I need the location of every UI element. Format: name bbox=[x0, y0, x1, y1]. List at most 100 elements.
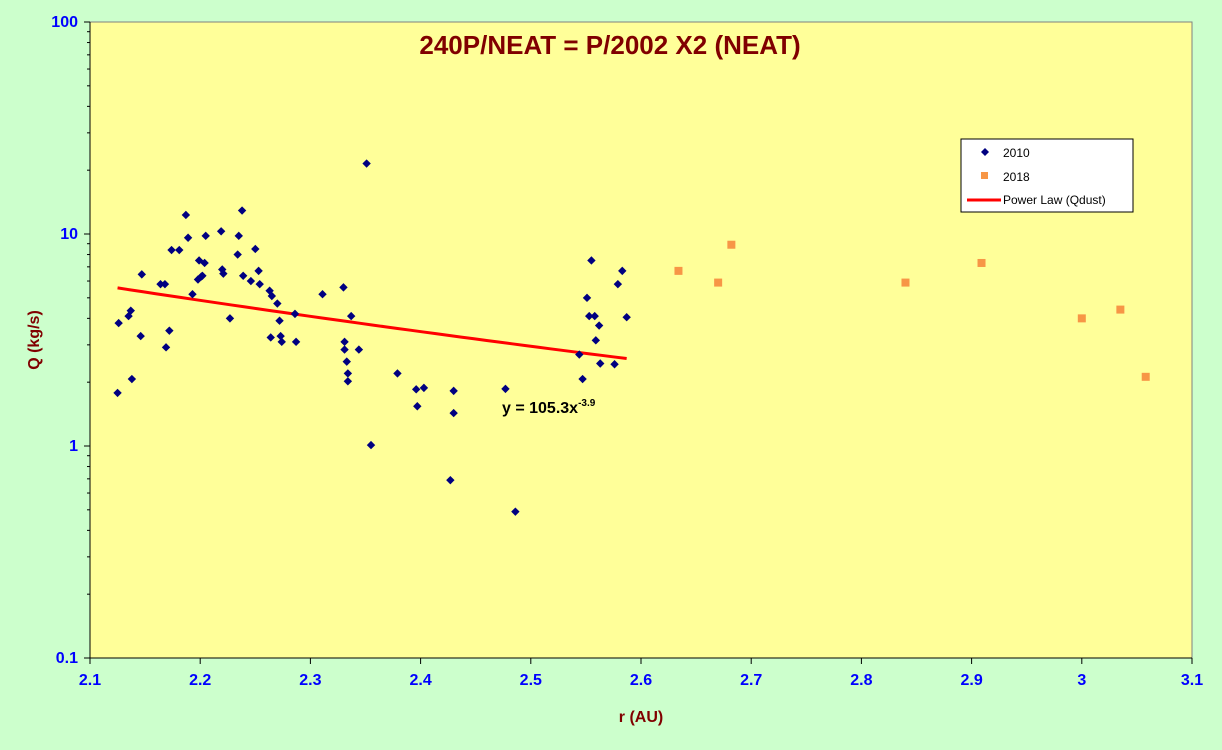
point-2010 bbox=[156, 279, 165, 289]
point-2010 bbox=[366, 440, 376, 450]
point-2010 bbox=[200, 258, 209, 268]
x-tick-labels: 2.1 2.2 2.3 2.4 2.5 2.6 2.7 2.8 2.9 3 3.1 bbox=[79, 672, 1203, 689]
point-2010 bbox=[183, 233, 193, 242]
point-2010 bbox=[254, 266, 263, 276]
point-2010 bbox=[273, 299, 282, 308]
point-2010 bbox=[181, 210, 191, 220]
point-2010 bbox=[234, 231, 243, 241]
point-2010 bbox=[511, 507, 520, 516]
point-2010 bbox=[501, 384, 510, 394]
point-2010 bbox=[165, 326, 174, 335]
x-tick-label: 2.5 bbox=[520, 672, 542, 689]
point-2010 bbox=[127, 374, 137, 384]
point-2010 bbox=[137, 270, 146, 279]
point-2018 bbox=[714, 278, 723, 287]
point-2010 bbox=[587, 256, 596, 265]
point-2010 bbox=[340, 337, 349, 347]
point-2018 bbox=[977, 258, 986, 267]
point-2010 bbox=[594, 321, 604, 330]
y-tick-label: 100 bbox=[51, 14, 78, 31]
legend: 2010 2018 Power Law (Qdust) bbox=[960, 138, 1134, 213]
point-2018 bbox=[901, 278, 910, 287]
point-2010 bbox=[136, 331, 145, 341]
y-tick-label: 1 bbox=[69, 438, 78, 455]
trendline-group bbox=[117, 286, 627, 361]
point-2010 bbox=[393, 369, 402, 378]
x-tick-label: 2.8 bbox=[850, 672, 872, 689]
trendline-equation-exponent: -3.9 bbox=[578, 398, 596, 409]
point-2010 bbox=[591, 336, 601, 345]
trendline-equation: y = 105.3x-3.9 bbox=[502, 398, 596, 417]
x-axis-title: r (AU) bbox=[619, 709, 663, 726]
point-2010 bbox=[277, 337, 286, 347]
point-2010 bbox=[362, 159, 371, 168]
point-2010 bbox=[613, 279, 623, 289]
point-2010 bbox=[343, 369, 353, 378]
point-2010 bbox=[266, 333, 275, 342]
trendline-equation-base: y = 105.3x bbox=[502, 400, 578, 417]
point-2010 bbox=[290, 309, 300, 319]
point-2010 bbox=[276, 331, 285, 341]
x-tick-label: 3 bbox=[1077, 672, 1086, 689]
legend-box bbox=[960, 138, 1134, 213]
point-2010 bbox=[449, 408, 458, 418]
x-tick-label: 2.3 bbox=[299, 672, 321, 689]
point-2010 bbox=[354, 345, 364, 354]
point-2010 bbox=[578, 374, 587, 384]
point-2010 bbox=[237, 206, 247, 215]
point-2010 bbox=[318, 290, 327, 299]
data-points bbox=[113, 159, 1150, 516]
point-2010 bbox=[160, 279, 170, 289]
point-2010 bbox=[201, 231, 210, 241]
legend-label-power-law: Power Law (Qdust) bbox=[1003, 193, 1106, 207]
plot-area bbox=[89, 21, 1193, 659]
point-2010 bbox=[219, 269, 228, 278]
point-2010 bbox=[246, 276, 256, 286]
point-2010 bbox=[267, 291, 277, 301]
legend-label-2010: 2010 bbox=[1003, 146, 1030, 160]
point-2010 bbox=[275, 316, 284, 325]
point-2010 bbox=[446, 475, 455, 485]
point-2010 bbox=[238, 271, 248, 281]
point-2010 bbox=[413, 402, 422, 411]
y-tick-label: 10 bbox=[60, 226, 78, 243]
point-2010 bbox=[596, 359, 605, 368]
point-2010 bbox=[225, 314, 235, 323]
point-2010 bbox=[198, 271, 207, 281]
point-2010 bbox=[126, 306, 135, 315]
point-2010 bbox=[582, 293, 592, 303]
point-2010 bbox=[622, 313, 631, 322]
point-2010 bbox=[610, 360, 619, 369]
chart-title: 240P/NEAT = P/2002 X2 (NEAT) bbox=[419, 30, 800, 60]
point-2010 bbox=[346, 311, 356, 321]
point-2010 bbox=[216, 227, 226, 236]
point-2010 bbox=[575, 350, 584, 359]
legend-marker-2018 bbox=[981, 172, 988, 179]
point-2010 bbox=[291, 337, 301, 347]
x-tick-label: 2.4 bbox=[409, 672, 431, 689]
point-2018 bbox=[1141, 372, 1150, 381]
y-tick-label: 0.1 bbox=[56, 650, 78, 667]
point-2010 bbox=[188, 290, 197, 299]
x-tick-label: 2.7 bbox=[740, 672, 762, 689]
y-tick-labels: 0.1 1 10 100 bbox=[51, 14, 78, 667]
point-2010 bbox=[175, 245, 184, 255]
point-2010 bbox=[590, 311, 599, 321]
point-2010 bbox=[339, 283, 348, 292]
point-2010 bbox=[233, 250, 242, 259]
point-2010 bbox=[251, 244, 260, 254]
x-tick-label: 2.6 bbox=[630, 672, 652, 689]
point-2018 bbox=[674, 266, 683, 275]
trendline-power-law bbox=[117, 286, 627, 361]
point-2010 bbox=[342, 357, 351, 366]
x-tick-label: 2.2 bbox=[189, 672, 211, 689]
point-2010 bbox=[167, 245, 176, 255]
point-2010 bbox=[449, 386, 458, 396]
point-2018 bbox=[727, 240, 736, 249]
point-2010 bbox=[340, 345, 349, 354]
y-axis-title: Q (kg/s) bbox=[26, 310, 43, 370]
point-2010 bbox=[343, 377, 353, 386]
point-2010 bbox=[618, 266, 627, 276]
x-tick-label: 3.1 bbox=[1181, 672, 1203, 689]
